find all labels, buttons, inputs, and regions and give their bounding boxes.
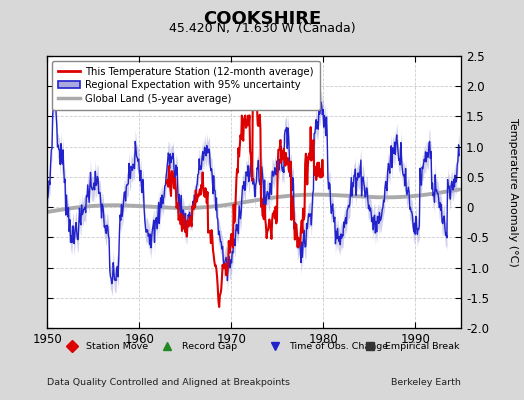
Y-axis label: Temperature Anomaly (°C): Temperature Anomaly (°C) [508,118,518,266]
Text: Data Quality Controlled and Aligned at Breakpoints: Data Quality Controlled and Aligned at B… [47,378,290,387]
Text: Time of Obs. Change: Time of Obs. Change [289,342,388,351]
Text: Empirical Break: Empirical Break [385,342,459,351]
Text: Station Move: Station Move [86,342,149,351]
Text: Record Gap: Record Gap [182,342,237,351]
Text: 45.420 N, 71.630 W (Canada): 45.420 N, 71.630 W (Canada) [169,22,355,35]
Text: COOKSHIRE: COOKSHIRE [203,10,321,28]
Legend: This Temperature Station (12-month average), Regional Expectation with 95% uncer: This Temperature Station (12-month avera… [52,61,320,110]
Text: Berkeley Earth: Berkeley Earth [391,378,461,387]
